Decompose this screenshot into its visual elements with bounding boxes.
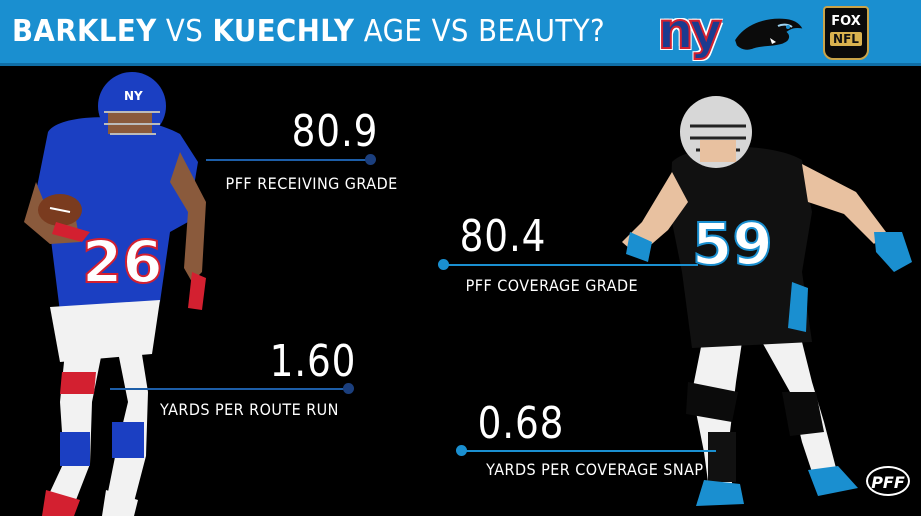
barkley-stat1-dot <box>365 154 376 165</box>
page-title: BARKLEY VS KUECHLY AGE VS BEAUTY? <box>12 14 605 50</box>
barkley-player-image: NY 26 <box>24 72 206 516</box>
title-player-2: KUECHLY <box>212 14 355 49</box>
barkley-yards-per-route-value: 1.60 <box>269 336 357 387</box>
kuechly-coverage-grade-value: 80.4 <box>459 211 547 262</box>
kuechly-player-image: 59 <box>622 96 912 506</box>
title-player-1: BARKLEY <box>12 14 157 49</box>
barkley-yards-per-route-label: YARDS PER ROUTE RUN <box>159 400 339 419</box>
pff-watermark-logo: PFF <box>866 466 910 496</box>
fox-nfl-logo: FOX NFL <box>823 6 869 60</box>
kuechly-coverage-grade-label: PFF COVERAGE GRADE <box>465 276 639 295</box>
panthers-logo <box>732 16 806 52</box>
barkley-stat2-connector-line <box>110 388 348 390</box>
kuechly-stat1-dot <box>438 259 449 270</box>
kuechly-stat2-connector-line <box>462 450 716 452</box>
title-vs: VS <box>156 14 213 49</box>
barkley-stat2-dot <box>343 383 354 394</box>
barkley-receiving-grade-label: PFF RECEIVING GRADE <box>225 174 398 193</box>
header-bar: BARKLEY VS KUECHLY AGE VS BEAUTY? ny FOX… <box>0 0 921 66</box>
title-subtitle: AGE VS BEAUTY? <box>354 14 606 49</box>
kuechly-stat2-dot <box>456 445 467 456</box>
svg-text:59: 59 <box>692 210 773 278</box>
kuechly-stat1-connector-line <box>444 264 698 266</box>
giants-logo: ny <box>657 2 723 60</box>
svg-text:26: 26 <box>82 228 163 296</box>
barkley-receiving-grade-value: 80.9 <box>291 106 379 157</box>
fox-logo-text: FOX <box>831 14 861 29</box>
kuechly-yards-per-coverage-snap-label: YARDS PER COVERAGE SNAP <box>486 460 704 479</box>
barkley-stat1-connector-line <box>206 159 370 161</box>
svg-text:NY: NY <box>124 89 143 103</box>
kuechly-yards-per-coverage-snap-value: 0.68 <box>477 398 565 449</box>
nfl-logo-text: NFL <box>830 32 862 46</box>
